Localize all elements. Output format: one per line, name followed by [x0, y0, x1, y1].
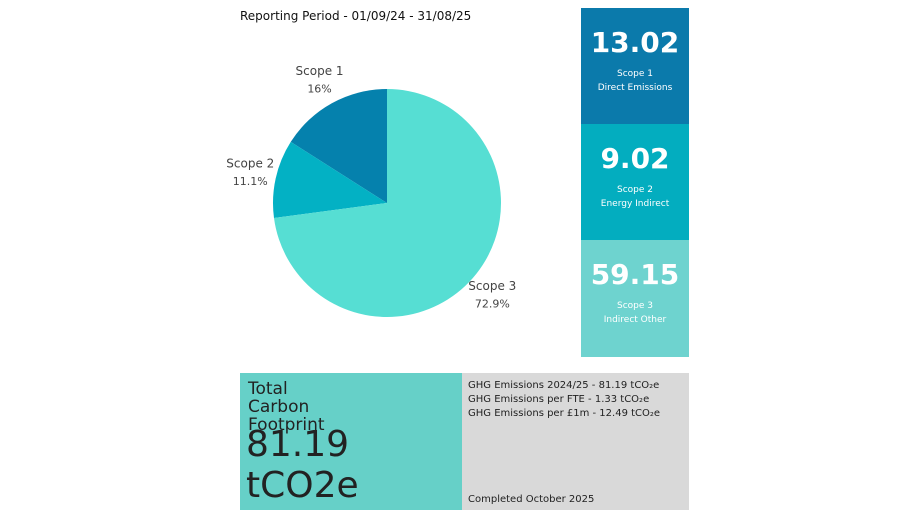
- stat-card: 9.02 Scope 2 Energy Indirect: [581, 124, 689, 240]
- slice-label: Scope 1: [296, 64, 344, 78]
- slice-value: 16%: [307, 82, 331, 95]
- total-label-line: Total: [248, 379, 288, 399]
- slice-value: 11.1%: [233, 175, 268, 188]
- stat-label: Scope 3: [616, 301, 653, 311]
- pie-slice: [273, 89, 501, 317]
- stat-label: Scope 1: [616, 69, 653, 79]
- stat-label: Scope 2: [616, 185, 653, 195]
- note-line: GHG Emissions 2024/25 - 81.19 tCO₂e: [468, 380, 660, 391]
- total-label: Total Carbon Footprint: [248, 380, 325, 434]
- slice-value: 72.9%: [475, 297, 510, 310]
- note-line: GHG Emissions per FTE - 1.33 tCO₂e: [468, 394, 650, 405]
- note-line: GHG Emissions per £1m - 12.49 tCO₂e: [468, 408, 661, 419]
- stat-sublabel: Energy Indirect: [600, 199, 670, 209]
- stat-sublabel: Indirect Other: [603, 315, 667, 325]
- pie-chart: Scope 1 16% Scope 2 11.1% Scope 3 72.9%: [226, 64, 516, 317]
- pie-slice: [273, 141, 387, 218]
- stat-sublabel: Direct Emissions: [597, 83, 673, 93]
- stat-card: 59.15 Scope 3 Indirect Other: [581, 240, 689, 357]
- stat-value: 9.02: [600, 142, 670, 175]
- notes-footer: Completed October 2025: [468, 494, 595, 505]
- total-label-line: Footprint: [248, 415, 325, 435]
- slice-label: Scope 2: [226, 156, 274, 170]
- stat-card: 13.02 Scope 1 Direct Emissions: [581, 8, 689, 124]
- total-box: Total Carbon Footprint 81.19 tCO2e: [240, 373, 462, 510]
- pie-slice: [290, 89, 387, 203]
- stat-value: 59.15: [590, 258, 680, 291]
- total-label-line: Carbon: [248, 397, 310, 417]
- notes: GHG Emissions 2024/25 - 81.19 tCO₂e GHG E…: [468, 379, 660, 421]
- total-value: 81.19 tCO2e: [246, 424, 359, 506]
- title: Reporting Period - 01/09/24 - 31/08/25: [240, 9, 472, 23]
- stat-value: 13.02: [590, 26, 680, 59]
- notes-box: GHG Emissions 2024/25 - 81.19 tCO₂e GHG E…: [462, 373, 689, 510]
- slice-label: Scope 3: [468, 279, 516, 293]
